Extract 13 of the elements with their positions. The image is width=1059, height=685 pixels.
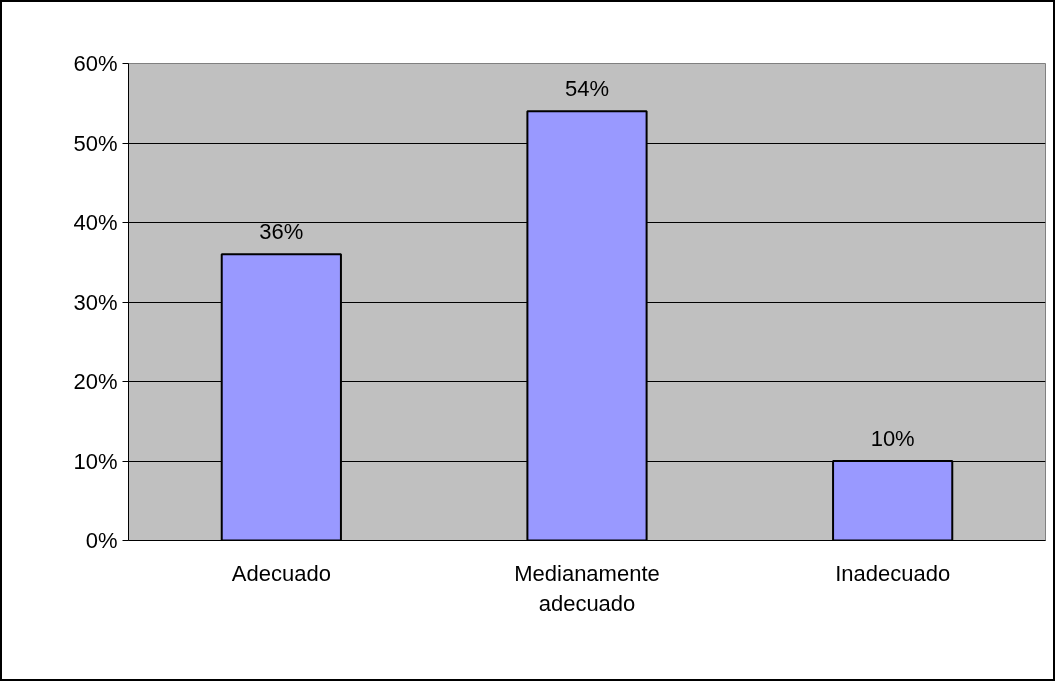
- y-tick-label: 30%: [73, 289, 118, 315]
- data-label: 54%: [564, 76, 610, 102]
- y-tick-label: 10%: [73, 448, 118, 474]
- y-tick-label: 0%: [85, 528, 118, 553]
- y-tick-label: 20%: [73, 369, 118, 394]
- data-label: 36%: [259, 219, 304, 245]
- y-tick-label: 40%: [73, 210, 118, 235]
- x-tick-label: Inadecuado: [835, 560, 951, 586]
- y-tick-label: 60%: [73, 51, 118, 76]
- y-tick-label: 50%: [73, 130, 118, 156]
- x-tick-label: Medianamente adecuado: [514, 560, 660, 616]
- x-tick-label: Adecuado: [231, 560, 331, 586]
- data-label: 10%: [870, 426, 915, 451]
